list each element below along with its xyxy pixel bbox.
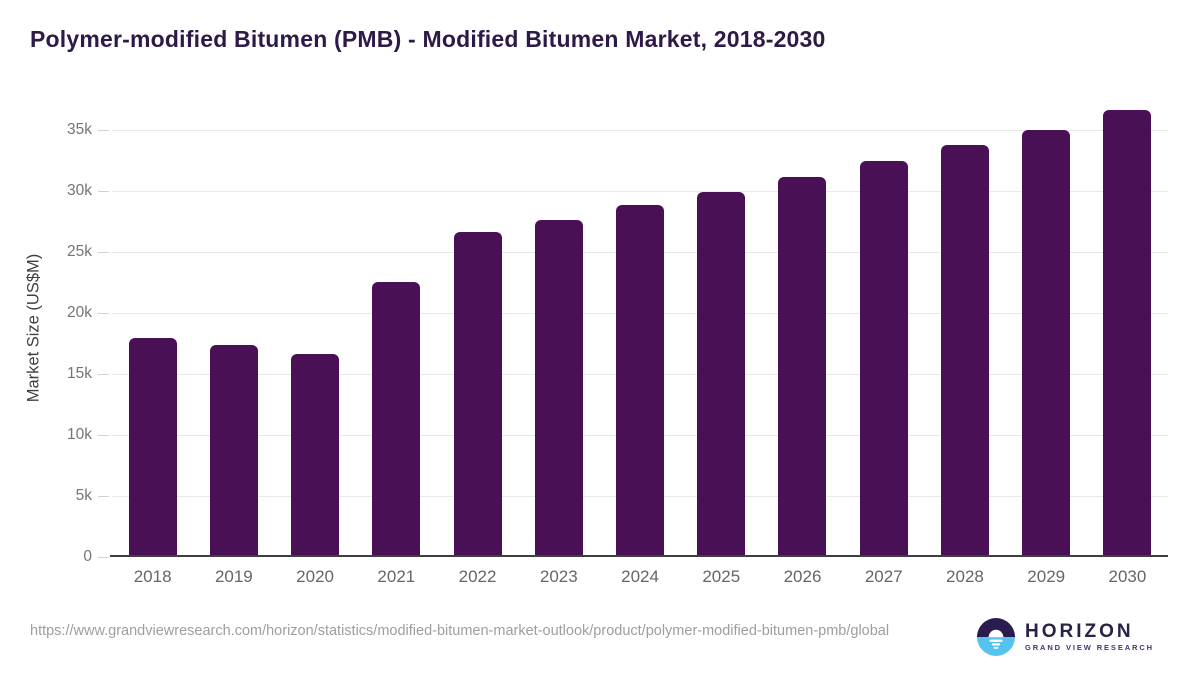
y-tick-mark-10k: [98, 434, 109, 436]
bar-slot-2025: [681, 99, 762, 557]
bar-2019[interactable]: [209, 344, 258, 557]
y-tick-label-5k: 5k: [75, 486, 92, 504]
gridline-30k: [112, 190, 1168, 192]
bar-slot-2030: [1087, 99, 1168, 557]
x-label-2020: 2020: [296, 567, 334, 586]
y-tick-label-30k: 30k: [67, 181, 92, 199]
x-label-2021: 2021: [377, 567, 416, 586]
horizon-logo-icon: [976, 618, 1015, 656]
horizon-brand: HORIZON GRAND VIEW RESEARCH: [976, 618, 1154, 656]
x-label-2025: 2025: [702, 567, 741, 586]
y-tick-mark-0: [98, 557, 109, 558]
bar-slot-2029: [1006, 99, 1087, 557]
x-label-2023: 2023: [539, 567, 578, 586]
chart-title: Polymer-modified Bitumen (PMB) - Modifie…: [30, 26, 826, 52]
bar-slot-2028: [924, 99, 1005, 557]
x-label-2022: 2022: [458, 567, 497, 586]
bar-2028[interactable]: [940, 145, 989, 557]
x-label-2029: 2029: [1027, 567, 1066, 586]
bar-slot-2026: [762, 99, 843, 557]
bar-slot-2027: [843, 99, 924, 557]
y-tick-mark-30k: [98, 190, 109, 192]
x-label-2027: 2027: [864, 567, 903, 586]
bar-slot-2024: [599, 99, 680, 557]
bar-2030[interactable]: [1103, 110, 1152, 557]
bar-2020[interactable]: [291, 354, 340, 557]
bar-2018[interactable]: [128, 338, 177, 557]
bar-slot-2019: [193, 99, 274, 557]
bar-slot-2022: [437, 99, 518, 557]
source-url: https://www.grandviewresearch.com/horizo…: [30, 623, 890, 639]
brand-name: HORIZON: [1024, 621, 1134, 642]
bar-2029[interactable]: [1022, 129, 1071, 557]
plot-area: 0 5k 10k 15k 20k 25k 30k 35k: [67, 99, 1168, 565]
bar-2026[interactable]: [778, 177, 827, 557]
y-tick-label-35k: 35k: [67, 120, 92, 138]
bar-2022[interactable]: [453, 232, 502, 557]
y-tick-label-25k: 25k: [67, 242, 92, 260]
bar-slot-2020: [274, 99, 355, 557]
y-tick-label-0: 0: [83, 548, 92, 565]
bar-slot-2021: [356, 99, 437, 557]
x-axis-labels: 2018 2019 2020 2021 2022 2023 2024 2025 2026 2027…: [112, 567, 1168, 587]
y-axis-title: Market Size (US$M): [24, 253, 43, 403]
bar-2021[interactable]: [372, 282, 421, 557]
brand-subtitle: GRAND VIEW RESEARCH: [1024, 643, 1154, 652]
x-label-2018: 2018: [133, 567, 172, 586]
y-tick-mark-20k: [98, 312, 109, 314]
x-label-2019: 2019: [214, 567, 253, 586]
bar-slot-2018: [112, 99, 193, 557]
y-tick-mark-5k: [98, 495, 109, 497]
y-tick-mark-35k: [98, 129, 109, 131]
y-tick-label-15k: 15k: [67, 364, 92, 382]
bars-layer: [112, 99, 1168, 557]
bar-2024[interactable]: [616, 205, 665, 557]
x-axis-line: [110, 555, 1168, 557]
bar-2025[interactable]: [697, 191, 746, 557]
bar-slot-2023: [518, 99, 599, 557]
gridline-35k: [112, 129, 1168, 131]
y-tick-label-10k: 10k: [67, 425, 92, 443]
x-label-2030: 2030: [1108, 567, 1147, 586]
x-label-2024: 2024: [621, 567, 659, 586]
y-tick-mark-15k: [98, 373, 109, 375]
x-label-2026: 2026: [783, 567, 822, 586]
bar-2023[interactable]: [534, 219, 583, 557]
x-label-2028: 2028: [946, 567, 984, 586]
y-tick-label-20k: 20k: [67, 303, 92, 321]
y-tick-mark-25k: [98, 251, 109, 253]
bar-2027[interactable]: [859, 161, 908, 557]
